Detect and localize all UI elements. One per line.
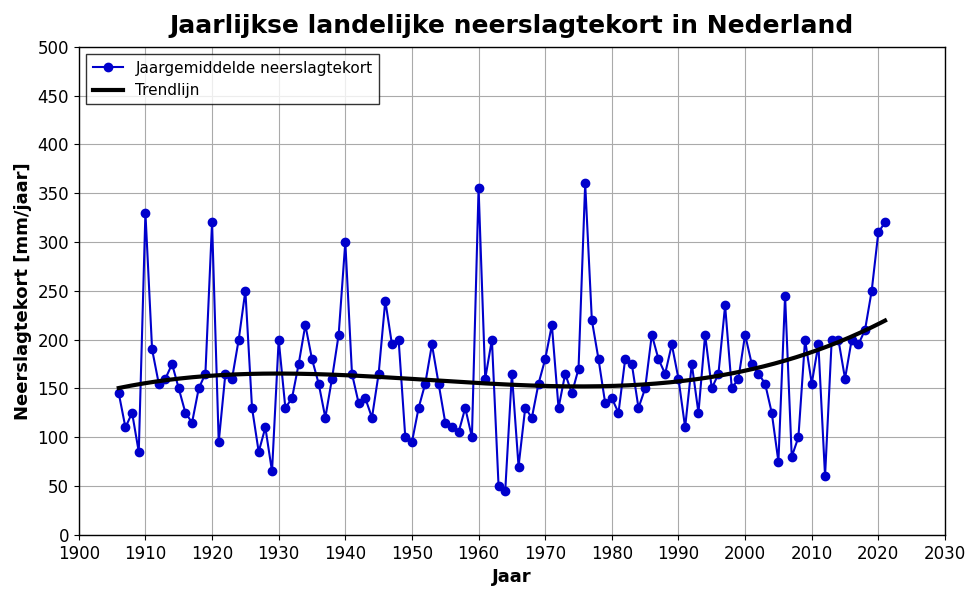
Trendlijn	[860, 326, 872, 334]
Trendlijn	[481, 380, 493, 387]
Trendlijn	[741, 367, 753, 374]
Jaargemiddelde neerslagtekort	[593, 356, 605, 363]
Trendlijn	[113, 385, 124, 392]
Jaargemiddelde neerslagtekort	[879, 219, 891, 226]
Title: Jaarlijkse landelijke neerslagtekort in Nederland: Jaarlijkse landelijke neerslagtekort in …	[170, 14, 854, 38]
Jaargemiddelde neerslagtekort	[579, 180, 591, 187]
Trendlijn	[527, 382, 539, 389]
Jaargemiddelde neerslagtekort	[639, 385, 651, 392]
Jaargemiddelde neerslagtekort	[832, 336, 844, 343]
Trendlijn	[477, 380, 489, 387]
Jaargemiddelde neerslagtekort	[765, 409, 777, 416]
Jaargemiddelde neerslagtekort	[372, 370, 384, 377]
X-axis label: Jaar: Jaar	[492, 568, 532, 586]
Jaargemiddelde neerslagtekort	[500, 487, 512, 494]
Trendlijn	[879, 317, 891, 324]
Line: Trendlijn: Trendlijn	[119, 320, 885, 388]
Trendlijn	[569, 383, 581, 390]
Jaargemiddelde neerslagtekort	[746, 361, 758, 368]
Y-axis label: Neerslagtekort [mm/jaar]: Neerslagtekort [mm/jaar]	[14, 162, 32, 419]
Jaargemiddelde neerslagtekort	[113, 389, 124, 397]
Legend: Jaargemiddelde neerslagtekort, Trendlijn: Jaargemiddelde neerslagtekort, Trendlijn	[86, 55, 378, 104]
Line: Jaargemiddelde neerslagtekort: Jaargemiddelde neerslagtekort	[115, 179, 889, 495]
